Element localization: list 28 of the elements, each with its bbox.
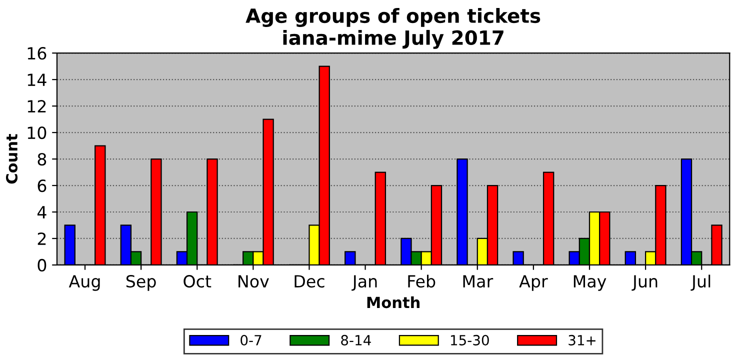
x-axis-title: Month (367, 296, 420, 308)
x-tick-label: Feb (408, 274, 436, 288)
x-tick-label: Oct (184, 274, 212, 288)
x-tick-label: Dec (294, 275, 324, 288)
x-tick-label: Nov (238, 275, 269, 288)
x-tick-label: Apr (519, 275, 548, 291)
y-tick-label: 2 (38, 232, 46, 245)
y-tick-label: 0 (38, 258, 46, 272)
legend-label: 15-30 (450, 334, 489, 346)
y-axis-title: Count (6, 134, 18, 184)
x-tick-label: Sep (126, 274, 156, 291)
y-tick-label: 4 (37, 206, 46, 218)
legend-label: 0-7 (240, 334, 262, 346)
x-tick-label: May (574, 275, 606, 291)
x-tick-label: Aug (68, 275, 100, 291)
y-tick-label: 6 (38, 179, 46, 192)
x-tick-label: Jan (352, 275, 377, 291)
x-tick-label: Jun (632, 275, 658, 291)
y-tick-label: 10 (28, 126, 46, 140)
x-tick-label: Jul (690, 274, 710, 291)
y-tick-label: 14 (28, 74, 46, 86)
legend-label: 31+ (568, 334, 596, 346)
legend-label: 8-14 (341, 334, 371, 346)
y-tick-label: 16 (28, 47, 46, 60)
y-tick-label: 8 (38, 152, 46, 166)
x-tick-label: Mar (463, 275, 494, 288)
chart-title: Age groups of open tickets iana-mime July 2017 (246, 8, 540, 49)
y-tick-label: 12 (28, 100, 46, 112)
